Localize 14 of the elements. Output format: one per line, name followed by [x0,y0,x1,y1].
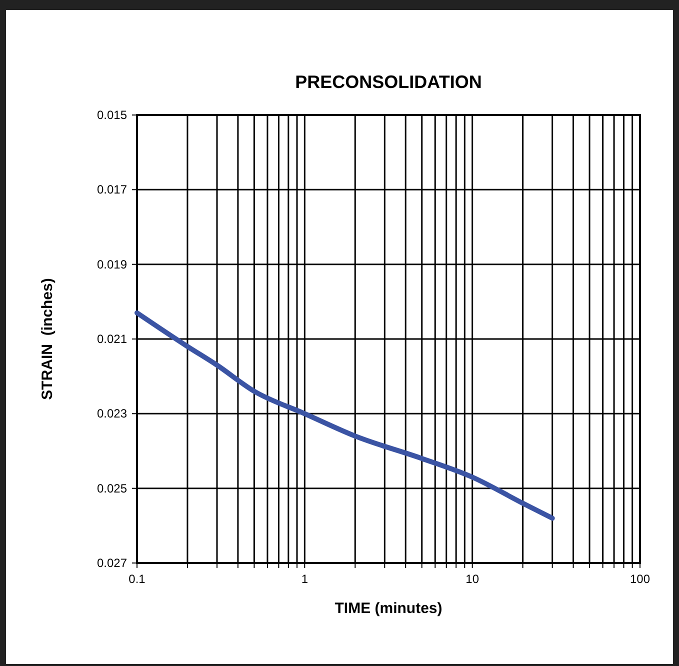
y-tick-label: 0.023 [96,406,128,421]
x-tick-label: 0.1 [128,572,146,586]
x-tick-label: 10 [466,572,480,586]
y-tick-label: 0.025 [96,481,128,496]
y-tick-label: 0.019 [96,257,128,272]
x-tick-label: 1 [301,572,308,586]
y-axis-title: STRAIN (inches) [39,278,56,400]
chart-title: PRECONSOLIDATION [295,72,482,92]
x-tick-label: 100 [630,572,650,586]
y-tick-label: 0.021 [96,332,128,346]
y-tick-label: 0.027 [96,556,128,570]
y-tick-label: 0.017 [96,182,128,197]
y-tick-label: 0.015 [96,108,128,122]
x-axis-title: TIME (minutes) [334,600,442,617]
